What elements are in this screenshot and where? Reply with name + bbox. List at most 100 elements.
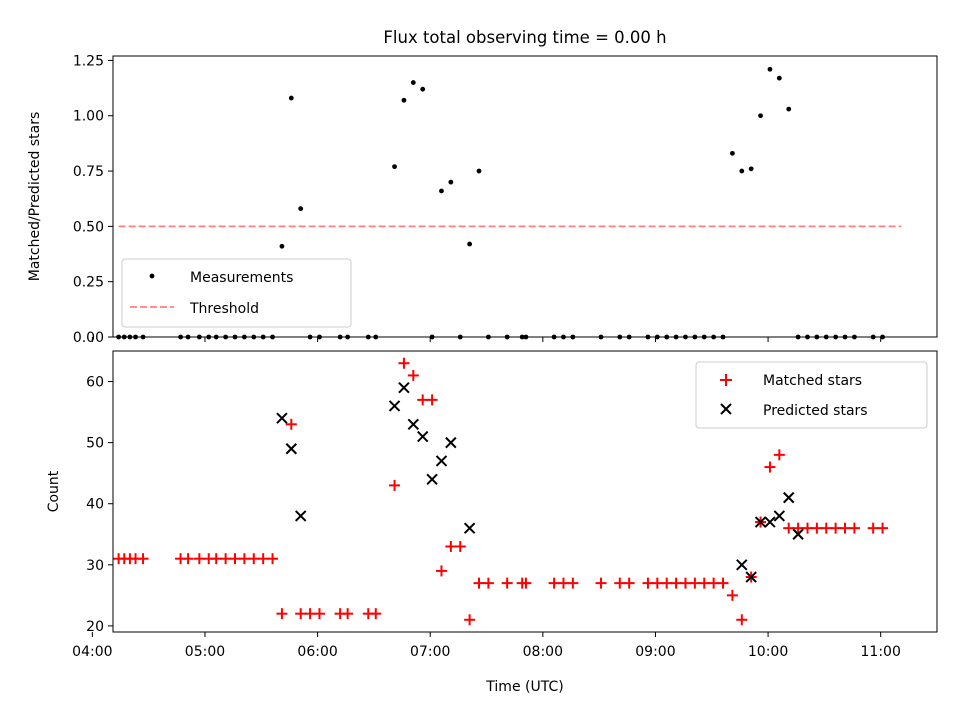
- measurement-point: [758, 113, 763, 119]
- ratio-y-axis-label: Matched/Predicted stars: [27, 112, 43, 282]
- matched-star-point: [520, 577, 532, 589]
- ratio-y-tick-label: 1.00: [73, 109, 104, 125]
- count-panel: 20 30 40 50 60 04:00 05:00 06:00 07:00 08:00 09:0…: [46, 337, 938, 695]
- legend-predicted-marker: [720, 403, 732, 415]
- predicted-star-point: [416, 430, 429, 443]
- matched-star-point: [304, 608, 316, 620]
- predicted-star-point: [445, 436, 457, 449]
- matched-star-point: [773, 449, 785, 461]
- matched-star-point: [238, 553, 250, 565]
- matched-star-point: [182, 553, 194, 565]
- count-y-tick-label: 60: [86, 375, 104, 391]
- matched-star-point: [839, 522, 851, 534]
- time-x-ticks: 04:00 05:00 06:00 07:00 08:00 09:00 10:00 11:00: [72, 337, 901, 660]
- measurement-point: [392, 164, 397, 170]
- predicted-star-point: [792, 528, 804, 540]
- predicted-star-point: [285, 443, 298, 455]
- matched-star-point: [548, 577, 560, 589]
- matched-star-point: [557, 577, 569, 589]
- legend-matched-label: Matched stars: [763, 373, 862, 389]
- matched-star-point: [501, 577, 513, 589]
- matched-star-point: [642, 577, 654, 589]
- predicted-star-point: [773, 510, 786, 522]
- legend-matched-marker: [720, 374, 732, 386]
- time-x-tick-label: 07:00: [410, 644, 450, 660]
- matched-star-point: [623, 577, 635, 589]
- matched-star-point: [454, 540, 466, 552]
- time-x-axis-label: Time (UTC): [485, 679, 563, 695]
- matched-star-point: [877, 522, 889, 534]
- measurement-point: [439, 188, 444, 194]
- time-x-tick-label: 05:00: [185, 644, 225, 660]
- measurement-point: [748, 166, 754, 172]
- predicted-star-point: [736, 559, 748, 571]
- matched-star-point: [820, 522, 832, 534]
- matched-star-point: [717, 577, 729, 589]
- matched-star-point: [229, 553, 241, 565]
- matched-star-point: [670, 577, 682, 589]
- matched-star-point: [267, 553, 279, 565]
- predicted-star-point: [407, 418, 420, 431]
- ratio-y-tick-label: 0.75: [73, 164, 104, 180]
- predicted-star-point: [764, 516, 776, 528]
- count-plot-frame: [112, 350, 938, 633]
- matched-star-point: [736, 614, 748, 626]
- predicted-star-point: [745, 571, 757, 583]
- matched-star-point: [567, 577, 579, 589]
- predicted-star-point: [398, 381, 410, 394]
- matched-star-point: [811, 522, 823, 534]
- matched-star-point: [651, 577, 663, 589]
- matched-star-point: [614, 577, 626, 589]
- matched-star-point: [679, 577, 691, 589]
- matched-star-point: [276, 608, 288, 620]
- time-x-tick-label: 08:00: [523, 644, 563, 660]
- predicted-star-point: [463, 522, 476, 534]
- measurement-point: [298, 206, 304, 212]
- matched-star-point: [764, 461, 776, 473]
- count-legend-box: [695, 361, 928, 429]
- matched-star-point: [445, 540, 457, 552]
- measurement-point: [476, 168, 482, 174]
- measurement-point: [467, 241, 473, 247]
- time-x-tick-label: 04:00: [72, 644, 112, 660]
- predicted-star-point: [754, 516, 767, 528]
- predicted-star-point: [276, 412, 288, 424]
- matched-star-point: [257, 553, 269, 565]
- matched-star-point: [295, 608, 307, 620]
- count-legend: Matched stars Predicted stars: [695, 361, 928, 429]
- legend-predicted-label: Predicted stars: [763, 403, 868, 419]
- matched-star-point: [830, 522, 842, 534]
- measurement-point: [448, 179, 454, 185]
- matched-star-point: [482, 577, 494, 589]
- legend-measurements-label: Measurements: [190, 270, 293, 286]
- measurement-point: [420, 86, 426, 92]
- matched-star-point: [137, 553, 149, 565]
- count-y-axis-label: Count: [46, 470, 62, 512]
- ratio-y-tick-label: 0.25: [73, 275, 104, 291]
- ratio-y-tick-label: 0.00: [73, 330, 104, 346]
- matched-star-point: [464, 614, 476, 626]
- count-y-tick-label: 20: [86, 619, 104, 635]
- matched-star-point: [285, 418, 297, 430]
- measurement-point: [730, 150, 735, 156]
- matched-star-point: [435, 565, 447, 577]
- measurement-point: [767, 66, 773, 72]
- predicted-star-point: [426, 473, 438, 485]
- count-y-ticks: 20 30 40 50 60: [86, 375, 113, 635]
- matched-star-point: [248, 553, 260, 565]
- time-x-tick-label: 06:00: [297, 644, 337, 660]
- matched-star-point: [783, 522, 795, 534]
- measurement-point: [279, 243, 285, 249]
- legend-measurements-marker: [149, 273, 155, 279]
- ratio-legend-box: [121, 258, 352, 328]
- matched-star-point: [417, 394, 429, 406]
- matched-star-point: [689, 577, 701, 589]
- matched-star-point: [726, 589, 738, 601]
- time-x-tick-label: 11:00: [861, 644, 901, 660]
- matched-star-point: [698, 577, 710, 589]
- ratio-y-ticks: 0.00 0.25 0.50 0.75 1.00 1.25: [73, 53, 113, 346]
- matched-star-point: [370, 608, 382, 620]
- matched-star-point: [708, 577, 720, 589]
- matched-star-point: [426, 394, 438, 406]
- matched-star-point: [407, 369, 419, 381]
